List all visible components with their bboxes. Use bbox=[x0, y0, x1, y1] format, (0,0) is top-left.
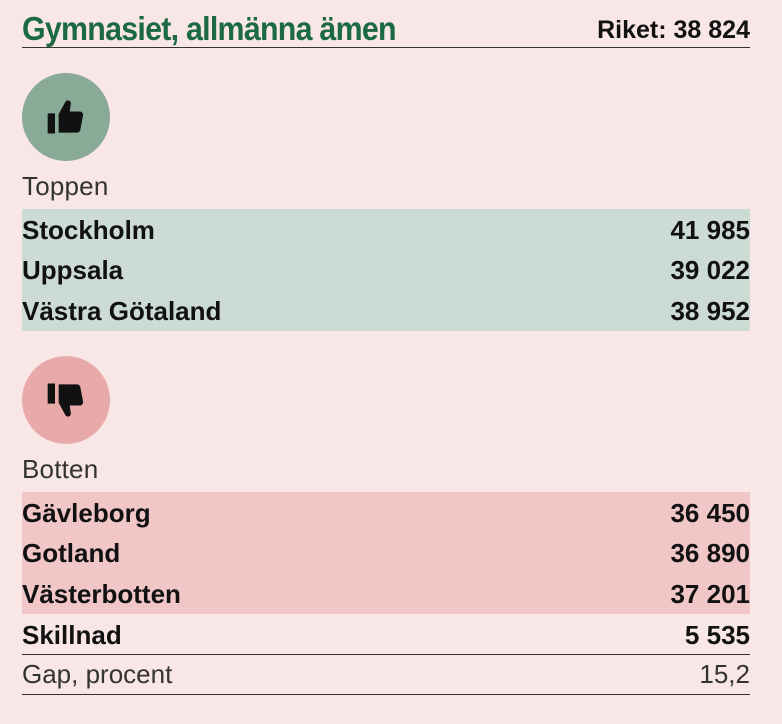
county-name: Västra Götaland bbox=[22, 295, 222, 326]
county-name: Uppsala bbox=[22, 255, 124, 286]
difference-value: 5 535 bbox=[684, 619, 750, 650]
top-section-label: Toppen bbox=[22, 171, 109, 201]
list-item: Stockholm 41 985 bbox=[22, 209, 750, 250]
county-value: 37 201 bbox=[670, 578, 750, 609]
gap-row: Gap, procent 15,2 bbox=[22, 655, 750, 695]
list-item: Västerbotten 37 201 bbox=[22, 573, 750, 614]
thumbs-down-badge bbox=[22, 356, 110, 444]
list-item: Västra Götaland 38 952 bbox=[22, 290, 750, 331]
page-title: Gymnasiet, allmänna ämen bbox=[22, 10, 397, 47]
county-name: Stockholm bbox=[22, 214, 155, 245]
list-item: Uppsala 39 022 bbox=[22, 250, 750, 291]
header: Gymnasiet, allmänna ämen Riket: 38 824 bbox=[22, 8, 750, 48]
bottom-section-label: Botten bbox=[22, 454, 99, 484]
gap-value: 15,2 bbox=[699, 659, 750, 689]
difference-row: Skillnad 5 535 bbox=[22, 614, 750, 655]
county-name: Västerbotten bbox=[22, 578, 181, 609]
top-list: Stockholm 41 985 Uppsala 39 022 Västra G… bbox=[22, 209, 750, 331]
difference-label: Skillnad bbox=[22, 619, 122, 650]
bottom-list: Gävleborg 36 450 Gotland 36 890 Västerbo… bbox=[22, 492, 750, 614]
county-name: Gotland bbox=[22, 538, 121, 569]
thumbs-up-badge bbox=[22, 73, 110, 161]
national-average: Riket: 38 824 bbox=[597, 16, 750, 44]
list-item: Gotland 36 890 bbox=[22, 533, 750, 574]
thumbs-up-icon bbox=[47, 100, 84, 134]
county-value: 36 890 bbox=[670, 538, 750, 569]
county-value: 41 985 bbox=[670, 214, 750, 245]
county-value: 36 450 bbox=[670, 497, 750, 528]
gap-label: Gap, procent bbox=[22, 659, 173, 689]
county-value: 38 952 bbox=[670, 295, 750, 326]
county-name: Gävleborg bbox=[22, 497, 151, 528]
list-item: Gävleborg 36 450 bbox=[22, 492, 750, 533]
county-value: 39 022 bbox=[670, 255, 750, 286]
thumbs-down-icon bbox=[47, 383, 84, 417]
